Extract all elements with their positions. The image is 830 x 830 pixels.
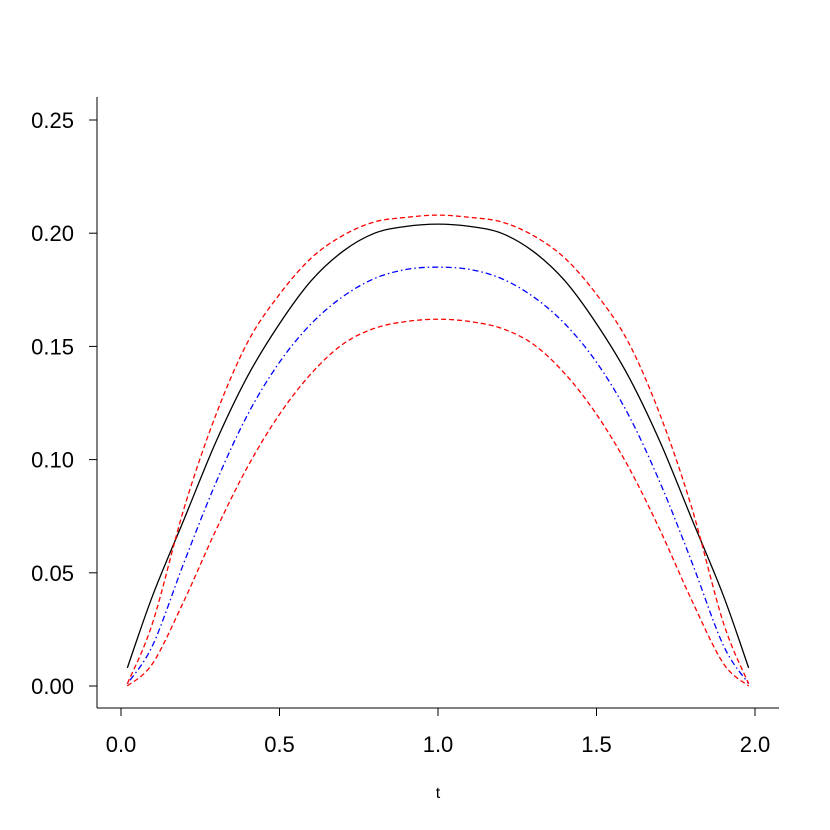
- x-tick-label: 1.5: [581, 732, 612, 757]
- y-tick-label: 0.10: [31, 448, 74, 473]
- y-tick-label: 0.15: [31, 334, 74, 359]
- series-line-3: [126, 214, 750, 684]
- y-tick-label: 0.05: [31, 561, 74, 586]
- y-tick-label: 0.20: [31, 221, 74, 246]
- y-tick-label: 0.25: [31, 108, 74, 133]
- x-tick-label: 2.0: [740, 732, 771, 757]
- series-line-4: [126, 318, 750, 687]
- x-tick-label: 0.5: [264, 732, 295, 757]
- axes: 0.0 0.5 1.0 1.5 2.0 0.00 0.05 0.10 0.15 0.20 0.25: [31, 97, 779, 757]
- x-tick-label: 1.0: [423, 732, 454, 757]
- series-layer: [126, 214, 750, 687]
- y-tick-label: 0.00: [31, 674, 74, 699]
- x-axis-title: t: [436, 785, 441, 802]
- x-tick-label: 0.0: [106, 732, 137, 757]
- series-line-2: [126, 266, 750, 685]
- series-line-1: [126, 223, 750, 669]
